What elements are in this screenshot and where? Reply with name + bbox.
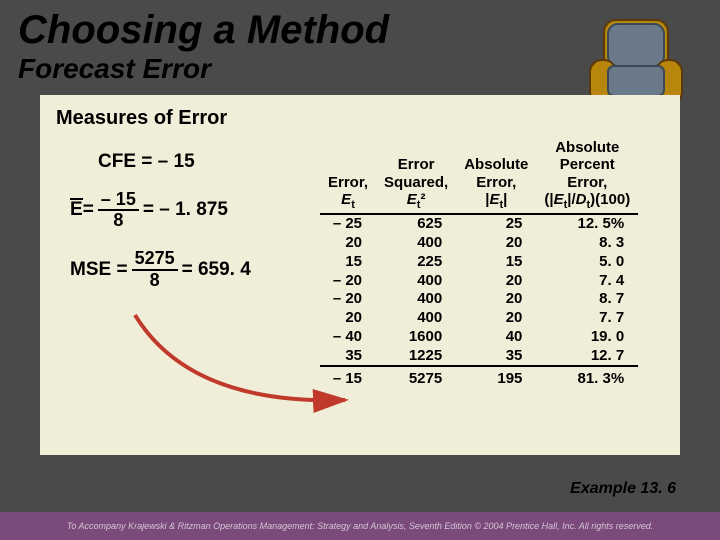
hdr-c3b: Error, xyxy=(464,174,528,191)
mse-lhs: MSE = xyxy=(70,257,128,284)
cfe-equation: CFE = – 15 xyxy=(98,149,251,176)
cell-abs: 20 xyxy=(456,272,536,291)
cell-pct: 12. 7 xyxy=(536,347,638,367)
col-pct-header: Absolute Percent Error, (|Et|/Dt)(100) xyxy=(536,139,638,214)
hdr-c1b: Et xyxy=(328,191,368,212)
hdr-c4c: Error, xyxy=(544,174,630,191)
hdr-c2a: Error xyxy=(384,156,448,173)
cell-e: – 20 xyxy=(320,290,376,309)
cell-pct: 8. 7 xyxy=(536,290,638,309)
cell-abs: 35 xyxy=(456,347,536,367)
callout-arrow xyxy=(130,310,390,410)
cell-sq: 400 xyxy=(376,272,456,291)
cell-pct: 5. 0 xyxy=(536,253,638,272)
panel-heading: Measures of Error xyxy=(56,107,670,130)
example-label: Example 13. 6 xyxy=(570,480,676,498)
cell-abs: 40 xyxy=(456,328,536,347)
ebar-num: – 15 xyxy=(98,190,139,212)
table-row: – 256252512. 5% xyxy=(320,214,638,234)
table-row: 15225155. 0 xyxy=(320,253,638,272)
footer-attribution: To Accompany Krajewski & Ritzman Operati… xyxy=(0,512,720,540)
col-error-header: Error, Et xyxy=(320,139,376,214)
tot-abs: 195 xyxy=(456,366,536,389)
cell-e: – 20 xyxy=(320,272,376,291)
hdr-c4b: Percent xyxy=(544,156,630,173)
table-row: – 20400208. 7 xyxy=(320,290,638,309)
hdr-c3c: |Et| xyxy=(464,191,528,212)
ebar-result: = – 1. 875 xyxy=(143,197,228,224)
cell-sq: 400 xyxy=(376,234,456,253)
cell-abs: 20 xyxy=(456,290,536,309)
cell-e: 20 xyxy=(320,234,376,253)
tot-pct: 81. 3% xyxy=(536,366,638,389)
hdr-c4a: Absolute xyxy=(544,139,630,156)
cell-pct: 8. 3 xyxy=(536,234,638,253)
equals-1: = xyxy=(83,197,94,224)
mse-equation: MSE = 5275 8 = 659. 4 xyxy=(70,249,251,291)
cell-abs: 25 xyxy=(456,214,536,234)
hdr-c2c: Et² xyxy=(384,191,448,212)
formulas-block: CFE = – 15 E = – 15 8 = – 1. 875 MSE = 5… xyxy=(70,143,251,291)
cell-sq: 225 xyxy=(376,253,456,272)
mse-fraction: 5275 8 xyxy=(132,249,178,291)
cell-pct: 7. 4 xyxy=(536,272,638,291)
ebar-equation: E = – 15 8 = – 1. 875 xyxy=(70,190,251,232)
cell-sq: 625 xyxy=(376,214,456,234)
mse-num: 5275 xyxy=(132,249,178,271)
cell-pct: 7. 7 xyxy=(536,309,638,328)
cell-abs: 15 xyxy=(456,253,536,272)
mse-result: = 659. 4 xyxy=(182,257,251,284)
cell-abs: 20 xyxy=(456,309,536,328)
ebar-fraction: – 15 8 xyxy=(98,190,139,232)
cell-pct: 19. 0 xyxy=(536,328,638,347)
e-bar-symbol: E xyxy=(70,197,83,224)
cell-e: 15 xyxy=(320,253,376,272)
hdr-c3a: Absolute xyxy=(464,156,528,173)
cell-abs: 20 xyxy=(456,234,536,253)
cell-e: – 25 xyxy=(320,214,376,234)
hdr-c1a: Error, xyxy=(328,174,368,191)
col-squared-header: Error Squared, Et² xyxy=(376,139,456,214)
hdr-c2b: Squared, xyxy=(384,174,448,191)
table-row: 20400208. 3 xyxy=(320,234,638,253)
ebar-den: 8 xyxy=(110,211,126,231)
cell-sq: 400 xyxy=(376,290,456,309)
hdr-c4d: (|Et|/Dt)(100) xyxy=(544,191,630,212)
cell-pct: 12. 5% xyxy=(536,214,638,234)
table-row: – 20400207. 4 xyxy=(320,272,638,291)
col-abs-header: Absolute Error, |Et| xyxy=(456,139,536,214)
mse-den: 8 xyxy=(147,271,163,291)
